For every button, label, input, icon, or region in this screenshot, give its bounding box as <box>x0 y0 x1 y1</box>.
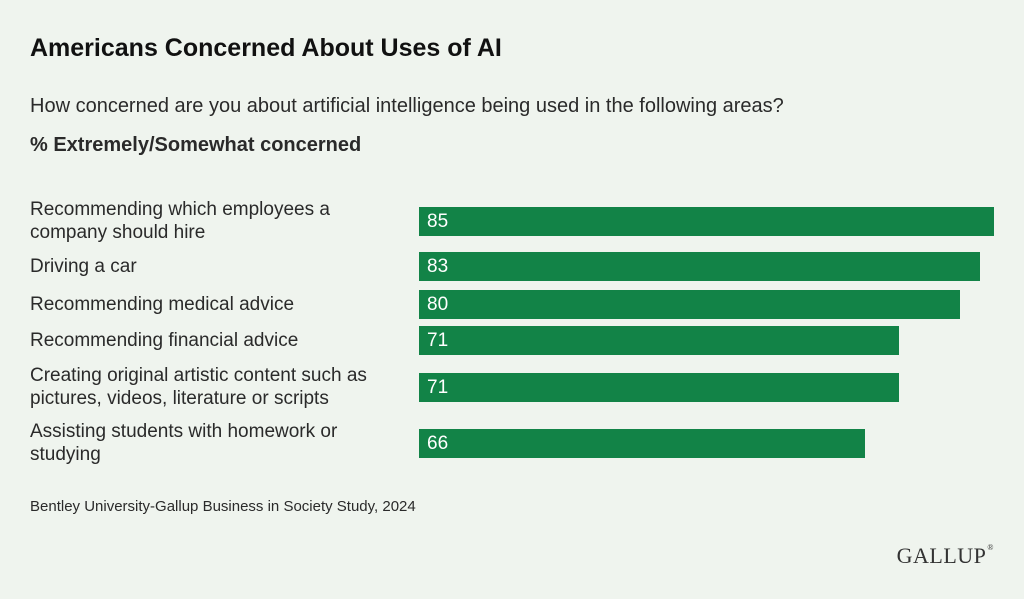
measure-label: % Extremely/Somewhat concerned <box>30 134 362 156</box>
bar: 80 <box>419 289 960 319</box>
bar: 66 <box>419 428 865 458</box>
category-label: Driving a car <box>30 255 137 277</box>
chart-subtitle: How concerned are you about artificial i… <box>30 95 784 117</box>
gallup-logo: GALLUP® <box>897 543 994 569</box>
bar-value-label: 66 <box>427 432 449 454</box>
bar: 85 <box>419 206 994 236</box>
category-label: Recommending which employees a company s… <box>30 199 330 243</box>
bar-value-label: 71 <box>427 329 449 351</box>
bar-value-label: 71 <box>427 376 449 398</box>
bar-value-label: 80 <box>427 293 449 315</box>
bar: 83 <box>419 251 980 281</box>
chart-title: Americans Concerned About Uses of AI <box>30 34 502 62</box>
bar: 71 <box>419 372 899 402</box>
bar: 71 <box>419 325 899 355</box>
category-label: Recommending financial advice <box>30 329 299 351</box>
bar-value-label: 83 <box>427 255 449 277</box>
logo-text: GALLUP <box>896 543 987 568</box>
trademark-mark: ® <box>987 543 994 552</box>
category-label: Creating original artistic content such … <box>30 365 367 409</box>
category-label: Recommending medical advice <box>30 293 295 315</box>
category-label: Assisting students with homework or stud… <box>30 421 338 465</box>
source-note: Bentley University-Gallup Business in So… <box>30 498 416 515</box>
bar-value-label: 85 <box>427 210 449 232</box>
